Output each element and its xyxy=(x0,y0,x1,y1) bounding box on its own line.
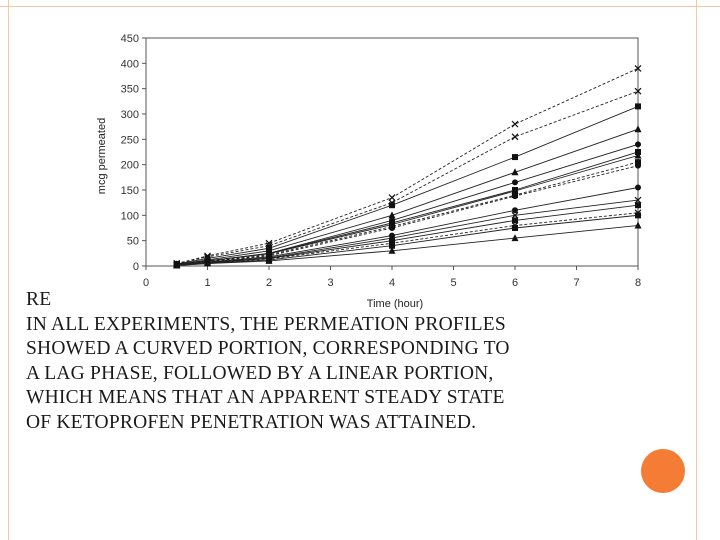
data-point xyxy=(512,154,518,161)
x-tick-label: 7 xyxy=(573,277,579,289)
data-point xyxy=(511,120,519,128)
series-line xyxy=(176,187,639,266)
data-point xyxy=(634,221,642,229)
y-tick-label: 450 xyxy=(121,33,139,45)
y-tick-label: 350 xyxy=(121,84,139,96)
slide-heading: RE xyxy=(26,289,52,310)
y-tick-label: 200 xyxy=(121,160,139,172)
data-point xyxy=(389,242,395,249)
data-point xyxy=(634,125,642,133)
permeation-chart: 0 50 100 150 200 250 300 350 400 450 0 1 2 3 4 5 6 7 8 mcg… xyxy=(96,33,642,310)
series-line xyxy=(176,128,639,265)
data-point xyxy=(634,196,642,204)
x-tick-label: 0 xyxy=(143,277,149,289)
x-axis-label: Time (hour) xyxy=(367,298,423,310)
data-point xyxy=(634,151,642,159)
series-line xyxy=(176,225,639,266)
slide-rule-left xyxy=(8,0,9,540)
data-point xyxy=(511,168,519,176)
slide-rule-right xyxy=(696,0,697,540)
data-point xyxy=(635,202,641,209)
data-point xyxy=(204,259,211,267)
data-point xyxy=(512,207,518,214)
x-tick-label: 1 xyxy=(204,277,210,289)
data-point xyxy=(512,179,518,186)
data-point xyxy=(388,194,396,202)
y-axis-label: mcg permeated xyxy=(96,118,108,194)
data-point xyxy=(265,256,273,264)
data-point xyxy=(634,64,642,72)
series-line xyxy=(176,90,639,264)
data-point xyxy=(635,159,641,166)
series-line xyxy=(176,161,639,265)
y-tick-label: 100 xyxy=(121,210,139,222)
body-line: IN ALL EXPERIMENTS, THE PERMEATION PROFI… xyxy=(26,313,506,335)
series-line xyxy=(176,105,639,265)
x-tick-label: 4 xyxy=(389,277,395,289)
data-point xyxy=(635,184,641,191)
data-point xyxy=(512,217,518,224)
series-line xyxy=(176,214,639,266)
y-tick-label: 300 xyxy=(121,109,139,121)
data-point xyxy=(635,141,641,148)
body-line: A LAG PHASE, FOLLOWED BY A LINEAR PORTIO… xyxy=(26,362,494,384)
accent-circle xyxy=(641,449,685,493)
data-point xyxy=(635,212,641,219)
y-tick-label: 250 xyxy=(121,134,139,146)
data-point xyxy=(389,237,395,244)
y-tick-label: 50 xyxy=(127,236,139,248)
data-point xyxy=(511,211,519,219)
data-point xyxy=(512,225,518,231)
data-point xyxy=(389,202,395,209)
y-tick-label: 0 xyxy=(133,261,139,273)
series-line xyxy=(176,67,639,264)
y-tick-label: 400 xyxy=(121,58,139,70)
x-tick-label: 3 xyxy=(327,277,333,289)
data-point xyxy=(635,162,641,169)
plot-frame xyxy=(145,37,639,267)
data-point xyxy=(511,234,519,242)
body-line: WHICH MEANS THAT AN APPARENT STEADY STAT… xyxy=(26,387,505,408)
data-point xyxy=(388,211,396,219)
data-point xyxy=(634,87,642,95)
body-line: SHOWED A CURVED PORTION, CORRESPONDING T… xyxy=(26,338,510,359)
body-line: OF KETOPROFEN PENETRATION WAS ATTAINED. xyxy=(26,411,477,433)
data-point xyxy=(173,261,181,269)
data-point xyxy=(512,193,518,200)
data-point xyxy=(389,225,395,231)
series-line xyxy=(176,143,639,265)
x-tick-label: 6 xyxy=(512,277,518,289)
slide-text: RE IN ALL EXPERIMENTS, THE PERMEATION PR… xyxy=(26,288,706,435)
x-tick-label: 2 xyxy=(266,277,272,289)
data-point xyxy=(511,133,519,141)
x-tick-label: 8 xyxy=(635,277,641,289)
data-point xyxy=(388,246,396,254)
data-point xyxy=(635,103,641,110)
y-tick-label: 150 xyxy=(121,185,139,197)
x-tick-label: 5 xyxy=(450,277,456,289)
slide-rule-top xyxy=(0,6,720,7)
